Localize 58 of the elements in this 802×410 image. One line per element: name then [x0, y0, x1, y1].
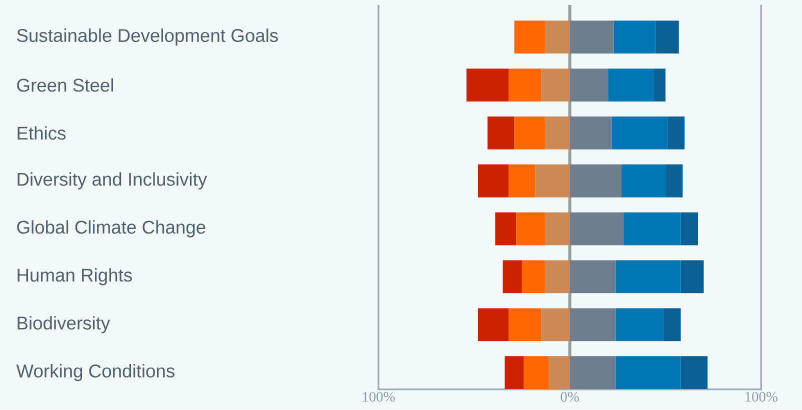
- bar: [508, 308, 542, 342]
- bar: [570, 116, 612, 150]
- bar: [478, 308, 509, 342]
- bar: [616, 308, 664, 342]
- bar: [508, 68, 542, 102]
- bar: [665, 164, 683, 198]
- bar: [535, 164, 570, 198]
- y-tick-label: Ethics: [18, 126, 66, 140]
- bar: [516, 212, 545, 246]
- bar: [544, 260, 570, 294]
- bar: [514, 116, 545, 150]
- bar: [614, 20, 656, 54]
- bar: [656, 20, 679, 54]
- bar: [570, 20, 614, 54]
- y-tick-label: Green Steel: [17, 78, 113, 92]
- bar: [680, 260, 704, 294]
- bar: [621, 164, 666, 198]
- bar: [495, 212, 516, 246]
- bar: [608, 68, 654, 102]
- bar: [654, 68, 666, 102]
- bar: [544, 20, 570, 54]
- bar: [478, 164, 509, 198]
- bar: [616, 356, 681, 390]
- bar: [508, 164, 536, 198]
- bar: [504, 356, 524, 390]
- bar: [623, 212, 681, 246]
- bar: [541, 68, 570, 102]
- y-tick-label: Human Rights: [18, 268, 132, 286]
- bar: [524, 356, 549, 390]
- x-tick-label: 100%: [746, 392, 778, 402]
- bar: [667, 116, 685, 150]
- bar: [680, 212, 698, 246]
- bar: [612, 116, 668, 150]
- y-tick-label: Working Conditions: [16, 364, 174, 382]
- bar: [502, 260, 522, 294]
- x-tick-label: 0%: [560, 392, 579, 402]
- bar: [664, 308, 681, 342]
- bar: [544, 116, 570, 150]
- bar: [570, 308, 616, 342]
- bar: [570, 68, 608, 102]
- bar: [570, 356, 616, 390]
- bar: [522, 260, 545, 294]
- y-tick-label: Sustainable Development Goals: [17, 28, 278, 46]
- y-tick-label: Diversity and Inclusivity: [18, 172, 208, 190]
- bar: [548, 356, 570, 390]
- bar: [616, 260, 681, 294]
- bar: [488, 116, 514, 150]
- bar: [570, 164, 622, 198]
- bar: [570, 212, 624, 246]
- x-tick-label: 100%: [362, 392, 395, 402]
- bar: [570, 260, 616, 294]
- bar: [466, 68, 509, 102]
- bar: [680, 356, 708, 390]
- bar: [514, 20, 545, 54]
- bar: [544, 212, 570, 246]
- bar: [541, 308, 570, 342]
- y-tick-label: Biodiversity: [18, 316, 110, 334]
- y-tick-label: Global Climate Change: [17, 220, 206, 238]
